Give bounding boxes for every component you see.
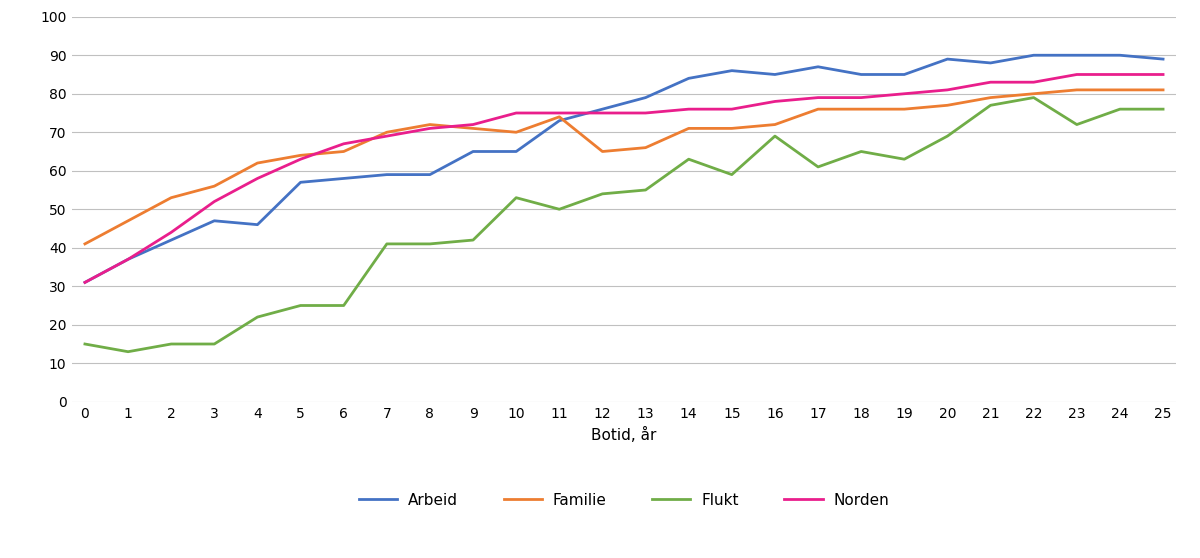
Legend: Arbeid, Familie, Flukt, Norden: Arbeid, Familie, Flukt, Norden (353, 487, 895, 513)
X-axis label: Botid, år: Botid, år (592, 427, 656, 443)
